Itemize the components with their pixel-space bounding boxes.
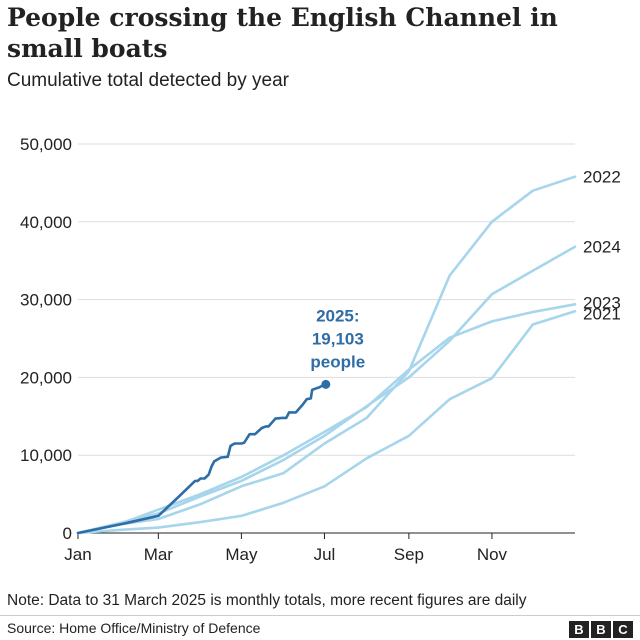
series-line-2024 xyxy=(76,245,577,535)
chart-title: People crossing the English Channel in s… xyxy=(7,3,558,63)
footer-divider xyxy=(0,615,640,616)
series-label-2021: 2021 xyxy=(583,304,621,323)
bbc-logo: B B C xyxy=(569,621,633,638)
footnote: Note: Data to 31 March 2025 is monthly t… xyxy=(7,592,527,609)
endpoint-marker-2025 xyxy=(321,379,331,389)
y-axis: 0 10,000 20,000 30,000 40,000 50,000 xyxy=(20,135,575,543)
x-tick-label: Mar xyxy=(144,545,174,564)
annotation-2025: 2025: 19,103 people xyxy=(310,306,365,389)
logo-letter: B xyxy=(569,621,589,638)
y-tick-label: 0 xyxy=(63,524,72,543)
logo-letter: B xyxy=(591,621,611,638)
series-label-2024: 2024 xyxy=(583,238,621,257)
gridlines xyxy=(78,143,575,456)
y-tick-label: 30,000 xyxy=(20,291,72,310)
logo-letter: C xyxy=(613,621,633,638)
annotation-line: people xyxy=(310,352,365,371)
x-axis: Jan Mar May Jul Sep Nov xyxy=(64,533,508,564)
line-chart: 0 10,000 20,000 30,000 40,000 50,000 Jan Mar Ma… xyxy=(20,135,621,564)
series-label-2023: 2023 xyxy=(583,293,621,312)
series-line-2021 xyxy=(76,309,577,535)
x-tick-label: Jan xyxy=(64,545,91,564)
x-tick-label: Nov xyxy=(477,545,508,564)
source-credit: Source: Home Office/Ministry of Defence xyxy=(7,620,261,636)
annotation-line: 19,103 xyxy=(312,329,364,348)
series-line-2023 xyxy=(76,302,577,535)
x-tick-label: May xyxy=(225,545,258,564)
chart-subtitle: Cumulative total detected by year xyxy=(7,70,289,91)
series-label-2022: 2022 xyxy=(583,168,621,187)
y-tick-label: 10,000 xyxy=(20,446,72,465)
series-line-2025 xyxy=(76,383,328,535)
x-tick-label: Sep xyxy=(394,545,424,564)
series-line-2022 xyxy=(76,175,577,535)
y-tick-label: 20,000 xyxy=(20,368,72,387)
annotation-line: 2025: xyxy=(316,306,359,325)
y-tick-label: 50,000 xyxy=(20,135,72,154)
series-lines xyxy=(76,175,577,535)
y-tick-label: 40,000 xyxy=(20,213,72,232)
x-tick-label: Jul xyxy=(314,545,336,564)
series-labels: 2021 2022 2023 2024 xyxy=(583,168,621,324)
